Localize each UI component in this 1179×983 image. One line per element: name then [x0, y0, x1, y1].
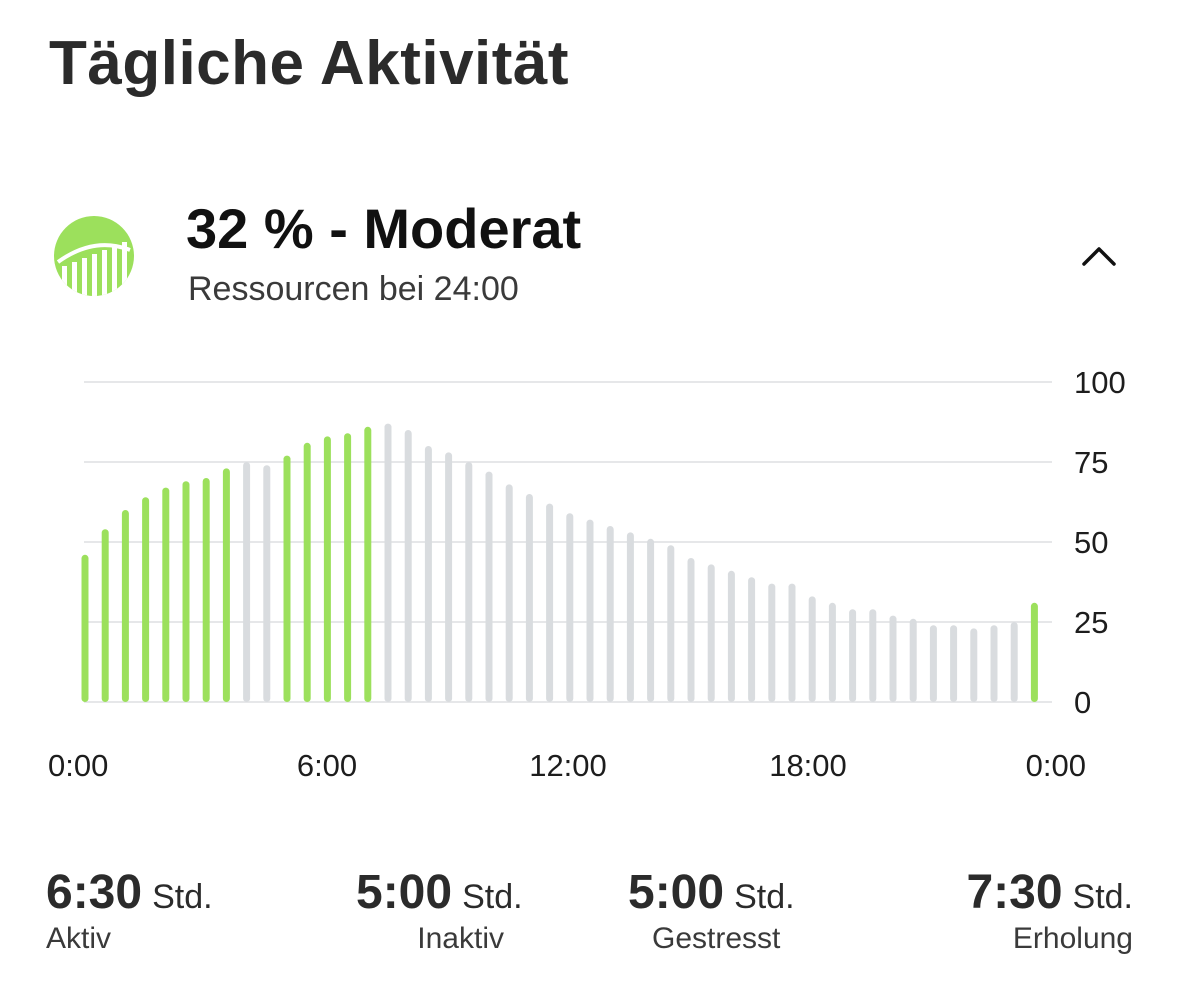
chart-x-tick-label: 0:00	[48, 748, 108, 783]
chart-bar	[323, 436, 331, 702]
chart-y-tick-label: 0	[1074, 685, 1091, 720]
chart-bar	[586, 519, 594, 702]
stat-inactive: 5:00 Std. Inaktiv	[356, 865, 523, 956]
chart-bar	[647, 538, 655, 702]
chart-bar	[445, 452, 453, 702]
resources-summary-value: 32 % - Moderat	[186, 197, 582, 260]
page-title: Tägliche Aktivität	[49, 29, 570, 98]
chart-bar	[142, 497, 150, 702]
chart-bar	[788, 583, 796, 702]
chart-bar	[344, 433, 352, 702]
chart-bar	[909, 618, 917, 702]
chart-bar	[424, 446, 432, 702]
chart-bar	[748, 577, 756, 702]
stat-recovery-unit: Std.	[1072, 878, 1133, 916]
chart-bar	[849, 609, 857, 702]
chart-bar	[222, 468, 230, 702]
chevron-up-icon[interactable]	[1078, 238, 1120, 272]
resources-bar-chart: 100 75 50 25 0 0:00 6:00 12:00 18:00 0:00	[48, 365, 1126, 783]
chart-bar	[828, 602, 836, 702]
chart-y-tick-label: 25	[1074, 605, 1108, 640]
chart-bar	[182, 481, 190, 702]
chart-bar	[1010, 622, 1018, 702]
chart-bar	[465, 462, 473, 702]
stat-inactive-unit: Std.	[462, 878, 523, 916]
stat-active-unit: Std.	[152, 878, 213, 916]
chart-bar	[808, 596, 816, 702]
chart-bar	[768, 583, 776, 702]
stat-stressed-value: 5:00	[628, 866, 725, 919]
chart-bar	[263, 465, 271, 702]
chart-bar	[667, 545, 675, 702]
chart-bar	[243, 462, 251, 702]
chart-bar	[869, 609, 877, 702]
chart-bar	[303, 442, 311, 702]
chart-y-ticks: 100 75 50 25 0	[1074, 365, 1126, 720]
stat-stressed-label: Gestresst	[652, 922, 781, 955]
chart-x-ticks: 0:00 6:00 12:00 18:00 0:00	[48, 748, 1086, 783]
chart-bar	[1030, 602, 1038, 702]
chart-bar	[727, 570, 735, 702]
stat-recovery: 7:30 Std. Erholung	[966, 865, 1133, 956]
chart-x-tick-label: 0:00	[1026, 748, 1086, 783]
stat-recovery-label: Erholung	[1012, 922, 1133, 955]
stat-stressed-unit: Std.	[734, 878, 795, 916]
chart-bar	[929, 625, 937, 702]
chart-y-tick-label: 100	[1074, 365, 1126, 400]
chart-bar	[970, 628, 978, 702]
chart-bar	[101, 529, 109, 702]
chart-bar	[546, 503, 554, 702]
chart-bar	[707, 564, 715, 702]
chart-bar	[485, 471, 493, 702]
chart-bar	[404, 430, 412, 702]
chart-bar	[202, 478, 210, 702]
stat-active-label: Aktiv	[46, 922, 112, 955]
chart-bar	[525, 494, 533, 702]
stat-active-value: 6:30	[46, 866, 143, 919]
chart-bar	[687, 558, 695, 702]
chart-bar	[162, 487, 170, 702]
chart-bar	[566, 513, 574, 702]
chart-bar	[626, 532, 634, 702]
chart-y-tick-label: 50	[1074, 525, 1108, 560]
chart-bar	[505, 484, 513, 702]
stat-stressed: 5:00 Std. Gestresst	[628, 865, 795, 956]
chart-bar	[384, 423, 392, 702]
chart-bar	[81, 554, 89, 702]
chart-bars	[81, 423, 1038, 702]
chart-x-tick-label: 6:00	[297, 748, 357, 783]
resources-summary-subtitle: Ressourcen bei 24:00	[188, 270, 519, 308]
chart-bar	[990, 625, 998, 702]
chart-bar	[606, 526, 614, 702]
chart-bar	[121, 510, 129, 702]
stat-active: 6:30 Std. Aktiv	[46, 865, 213, 956]
resources-gauge-icon	[52, 214, 136, 298]
chart-bar	[950, 625, 958, 702]
chart-bar	[283, 455, 291, 702]
stat-recovery-value: 7:30	[966, 866, 1063, 919]
stat-inactive-value: 5:00	[356, 866, 453, 919]
stat-inactive-label: Inaktiv	[417, 922, 504, 955]
chart-bar	[364, 426, 372, 702]
chart-x-tick-label: 18:00	[769, 748, 847, 783]
chart-x-tick-label: 12:00	[529, 748, 607, 783]
chart-bar	[889, 615, 897, 702]
chart-y-tick-label: 75	[1074, 445, 1108, 480]
